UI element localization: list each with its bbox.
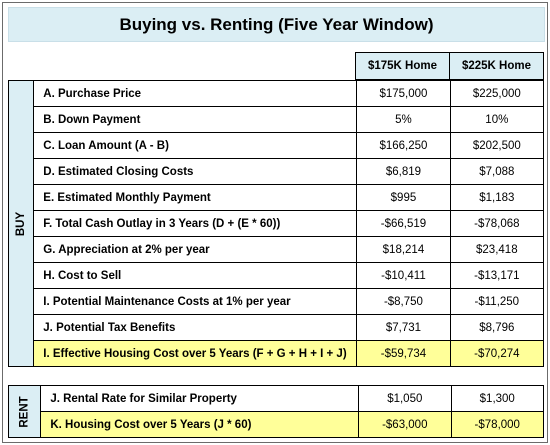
table-row: D. Estimated Closing Costs $6,819 $7,088 <box>9 158 545 185</box>
value-175k: $1,050 <box>358 385 452 412</box>
rent-section-label-text: RENT <box>18 395 31 428</box>
table-row: G. Appreciation at 2% per year $18,214 $23… <box>9 236 545 263</box>
row-label: I. Potential Maintenance Costs at 1% per… <box>33 288 358 315</box>
table-row: E. Estimated Monthly Payment $995 $1,183 <box>9 184 545 211</box>
row-label: E. Estimated Monthly Payment <box>33 184 358 211</box>
value-175k: 5% <box>356 106 451 133</box>
value-175k: -$8,750 <box>356 288 451 315</box>
value-225k: $23,418 <box>449 236 545 263</box>
value-175k: $175,000 <box>356 80 451 107</box>
value-225k: -$70,274 <box>449 340 545 367</box>
table-row: H. Cost to Sell -$10,411 -$13,171 <box>9 262 545 289</box>
value-225k: -$78,000 <box>450 411 545 438</box>
value-175k: $6,819 <box>356 158 451 185</box>
value-225k: $1,183 <box>449 184 545 211</box>
table-row: C. Loan Amount (A - B) $166,250 $202,500 <box>9 132 545 159</box>
table-row: K. Housing Cost over 5 Years (J * 60) -$6… <box>9 411 545 438</box>
value-175k: $166,250 <box>356 132 451 159</box>
table-row: BUY A. Purchase Price $175,000 $225,000 <box>7 80 545 367</box>
table-row: I. Effective Housing Cost over 5 Years (… <box>9 340 545 367</box>
column-header-175k: $175K Home <box>355 52 450 80</box>
table-title: Buying vs. Renting (Five Year Window) <box>8 7 545 42</box>
row-label: F. Total Cash Outlay in 3 Years (D + (E … <box>33 210 358 237</box>
buy-section-label-text: BUY <box>15 211 28 236</box>
value-175k: $995 <box>356 184 451 211</box>
row-label: K. Housing Cost over 5 Years (J * 60) <box>40 411 360 438</box>
value-225k: $7,088 <box>449 158 545 185</box>
row-label: J. Rental Rate for Similar Property <box>40 385 360 412</box>
table-row: F. Total Cash Outlay in 3 Years (D + (E … <box>9 210 545 237</box>
buy-section-label: BUY <box>7 80 35 367</box>
row-label: A. Purchase Price <box>33 80 358 107</box>
table-row: I. Potential Maintenance Costs at 1% per… <box>9 288 545 315</box>
row-label: G. Appreciation at 2% per year <box>33 236 358 263</box>
row-label: J. Potential Tax Benefits <box>33 314 358 341</box>
value-225k: 10% <box>449 106 545 133</box>
row-label: C. Loan Amount (A - B) <box>33 132 358 159</box>
value-175k: $18,214 <box>356 236 451 263</box>
title-text: Buying vs. Renting (Five Year Window) <box>119 14 434 34</box>
rent-section-label: RENT <box>7 385 42 438</box>
value-175k: -$59,734 <box>356 340 451 367</box>
table-row: RENT J. Rental Rate for Similar Property $… <box>7 385 545 438</box>
table-row: B. Down Payment 5% 10% <box>9 106 545 133</box>
row-label: D. Estimated Closing Costs <box>33 158 358 185</box>
column-header-225k: $225K Home <box>449 52 544 80</box>
value-175k: $7,731 <box>356 314 451 341</box>
row-label: H. Cost to Sell <box>33 262 358 289</box>
value-225k: -$13,171 <box>449 262 545 289</box>
row-label: B. Down Payment <box>33 106 358 133</box>
value-175k: -$66,519 <box>356 210 451 237</box>
column-header-table: $175K Home $225K Home <box>355 52 544 80</box>
value-225k: $1,300 <box>450 385 545 412</box>
rent-table: RENT J. Rental Rate for Similar Property $… <box>7 385 545 438</box>
buy-table: BUY A. Purchase Price $175,000 $225,000 B. D… <box>7 80 545 367</box>
value-175k: -$10,411 <box>356 262 451 289</box>
row-label: I. Effective Housing Cost over 5 Years (… <box>33 340 358 367</box>
value-225k: $225,000 <box>449 80 545 107</box>
value-225k: $202,500 <box>449 132 545 159</box>
value-175k: -$63,000 <box>358 411 452 438</box>
value-225k: -$78,068 <box>449 210 545 237</box>
table-row: J. Potential Tax Benefits $7,731 $8,796 <box>9 314 545 341</box>
value-225k: $8,796 <box>449 314 545 341</box>
value-225k: -$11,250 <box>449 288 545 315</box>
